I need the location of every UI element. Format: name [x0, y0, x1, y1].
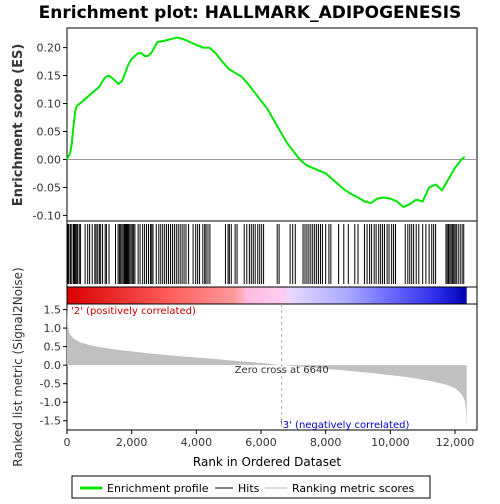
ranking-metric-area — [67, 305, 467, 427]
x-tick-label: 10,000 — [371, 436, 410, 449]
metric-y-tick-label: 1.0 — [44, 322, 62, 335]
metric-x-axis: 0 2,000 4,000 6,000 8,000 10,000 12,000 — [64, 430, 475, 449]
x-tick-label: 4,000 — [181, 436, 213, 449]
positive-correlation-label: '2' (positively correlated) — [71, 306, 196, 317]
es-y-axis: 0.20 0.15 0.10 0.05 0.00 -0.05 -0.10 — [33, 42, 67, 222]
es-y-tick-label: 0.15 — [37, 70, 62, 83]
negative-correlation-label: '3' (negatively correlated) — [280, 420, 409, 431]
es-y-tick-label: 0.05 — [37, 125, 62, 138]
es-y-tick-label: 0.20 — [37, 42, 62, 55]
zero-cross-label: Zero cross at 6640 — [235, 365, 329, 376]
x-tick-label: 12,000 — [436, 436, 475, 449]
legend: Enrichment profile Hits Ranking metric sco… — [80, 482, 414, 495]
x-tick-label: 0 — [64, 436, 71, 449]
chart-title: Enrichment plot: HALLMARK_ADIPOGENESIS — [39, 3, 462, 23]
metric-y-tick-label: 0.5 — [44, 341, 62, 354]
x-tick-label: 2,000 — [116, 436, 148, 449]
es-y-tick-label: -0.10 — [33, 209, 61, 222]
x-tick-label: 6,000 — [245, 436, 277, 449]
metric-y-tick-label: -1.5 — [40, 415, 61, 428]
metric-y-tick-label: 0.0 — [44, 359, 62, 372]
es-y-axis-label: Enrichment score (ES) — [11, 44, 26, 207]
legend-box — [71, 475, 431, 499]
metric-y-tick-label: -0.5 — [40, 378, 61, 391]
es-plot-frame — [66, 27, 478, 222]
ranking-color-bar — [67, 287, 467, 304]
es-y-tick-label: 0.00 — [37, 153, 62, 166]
x-axis-label: Rank in Ordered Dataset — [193, 455, 341, 469]
enrichment-profile-line — [66, 36, 466, 209]
metric-y-axis: 1.5 1.0 0.5 0.0 -0.5 -1.0 -1.5 — [40, 304, 67, 428]
metric-y-tick-label: 1.5 — [44, 304, 62, 317]
es-y-tick-label: -0.05 — [33, 181, 61, 194]
legend-label: Hits — [238, 482, 260, 495]
hits-markers — [67, 224, 465, 284]
legend-label: Ranking metric scores — [292, 482, 414, 495]
legend-label: Enrichment profile — [107, 482, 209, 495]
metric-y-axis-label: Ranked list metric (Signal2Noise) — [11, 267, 25, 466]
es-y-tick-label: 0.10 — [37, 98, 62, 111]
metric-y-tick-label: -1.0 — [40, 396, 61, 409]
x-tick-label: 8,000 — [310, 436, 342, 449]
